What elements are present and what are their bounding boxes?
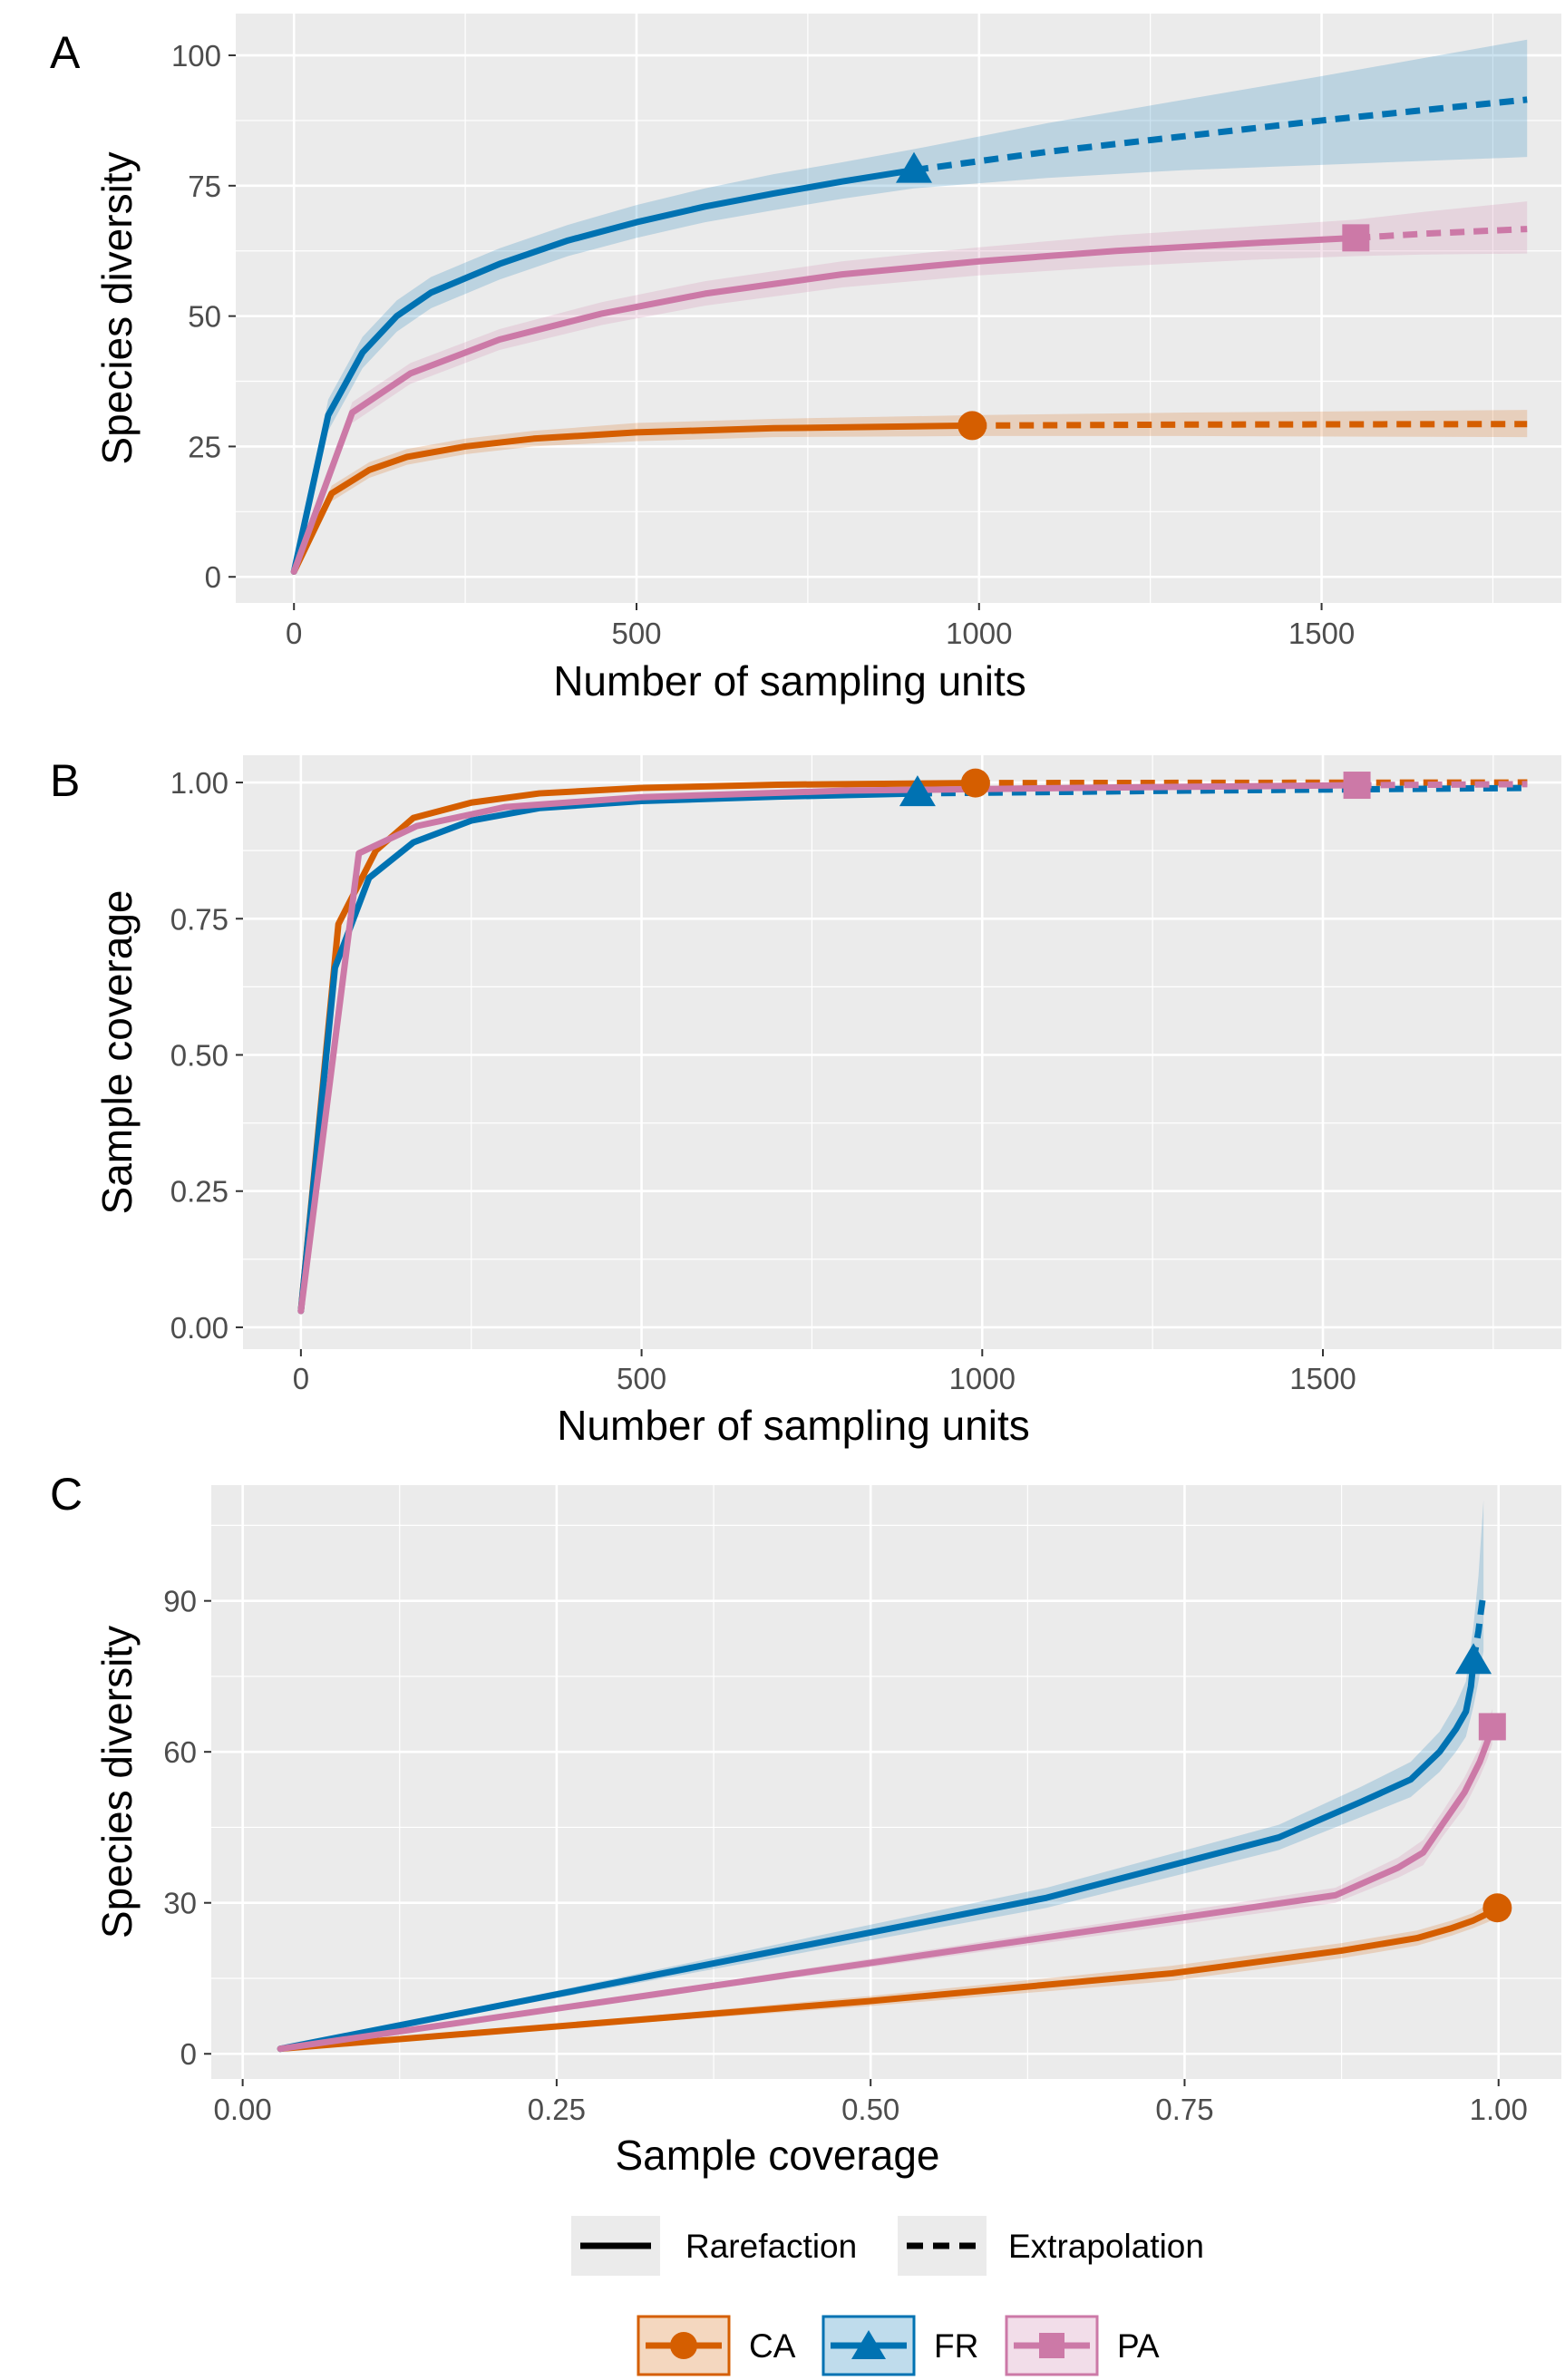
legend-item-ca: CA (637, 2315, 796, 2376)
panel-a-extrapolation-line-ca (972, 421, 1528, 429)
panel-b-rarefaction-line-pa (297, 782, 1361, 1315)
panel-c-y-tick-label: 0 (180, 2037, 197, 2071)
panel-b-observed-point-pa (1343, 772, 1371, 800)
panel-b-y-tick-label: 0.00 (170, 1311, 228, 1345)
panel-c-rarefaction-line-pa (277, 1723, 1496, 2053)
panel-a-x-tick-label: 1500 (1288, 617, 1355, 650)
panel-c-rarefaction-line-fr (277, 1657, 1477, 2053)
panel-a-y-axis-title: Species diversity (93, 151, 141, 464)
legend-label-rarefaction: Rarefaction (685, 2228, 857, 2265)
panel-c-x-tick-label: 0.00 (214, 2093, 272, 2126)
panel-a-x-tick-label: 1000 (946, 617, 1012, 650)
panel-b-y-tick-label: 0.25 (170, 1175, 228, 1209)
panel-b-x-tick-label: 1000 (949, 1362, 1016, 1395)
panel-b: 0 500 1000 1500 0.00 0.25 0.50 0.75 1.00 Number o… (93, 755, 1561, 1449)
legend-label-extrapolation: Extrapolation (1008, 2228, 1204, 2265)
panel-letter-c: C (50, 1469, 83, 1520)
panel-b-y-tick-label: 0.50 (170, 1039, 228, 1073)
panel-a-x-tick-label: 500 (611, 617, 661, 650)
panel-c-plot-background (211, 1485, 1561, 2079)
panel-a-y-tick-label: 75 (188, 170, 221, 203)
triangle-icon (851, 2330, 886, 2359)
panel-a-rarefaction-line-pa (290, 234, 1359, 575)
panel-a-extrapolation-line-fr (913, 96, 1528, 174)
panel-c-x-tick-label: 1.00 (1470, 2093, 1528, 2126)
panel-b-extrapolation-line-fr (917, 784, 1528, 797)
panel-a-observed-point-ca (957, 411, 987, 441)
panel-c-x-tick-label: 0.25 (528, 2093, 586, 2126)
panel-a-band-pa (294, 201, 1528, 572)
panel-c-y-tick-label: 60 (163, 1735, 197, 1769)
panel-b-y-tick-label: 1.00 (170, 766, 228, 800)
legend-item-pa: PA (1005, 2315, 1160, 2376)
legend-label-fr: FR (934, 2327, 978, 2365)
panel-c: 0.00 0.25 0.50 0.75 1.00 0 30 60 90 Sample covera… (93, 1485, 1561, 2179)
panel-b-y-axis-title: Sample coverage (93, 890, 141, 1215)
legend-item-fr: FR (821, 2315, 978, 2376)
panel-a-y-tick-label: 50 (188, 300, 221, 334)
panel-b-x-tick-label: 1500 (1289, 1362, 1356, 1395)
panel-a-plot-background (236, 14, 1561, 603)
legend-groups: CA FR PA (637, 2315, 1160, 2376)
legend-label-pa: PA (1117, 2327, 1160, 2365)
panel-c-y-tick-label: 30 (163, 1887, 197, 1920)
panel-c-y-tick-label: 90 (163, 1585, 197, 1618)
square-icon (1039, 2333, 1064, 2358)
panel-b-observed-point-fr (899, 775, 936, 807)
legend-linetype: Rarefaction Extrapolation (571, 2216, 1204, 2276)
circle-icon (670, 2332, 697, 2359)
panel-a-band-fr (294, 39, 1528, 572)
panel-a-y-tick-label: 0 (205, 560, 221, 594)
panel-b-y-tick-label: 0.75 (170, 902, 228, 936)
panel-b-x-axis-title: Number of sampling units (557, 1402, 1030, 1449)
panel-b-observed-point-ca (960, 768, 990, 798)
panel-a-y-tick-label: 100 (171, 39, 221, 73)
panel-c-x-axis-title: Sample coverage (616, 2132, 940, 2179)
panel-a-observed-point-fr (896, 151, 932, 183)
legend-label-ca: CA (749, 2327, 796, 2365)
panel-a-rarefaction-line-fr (290, 167, 918, 575)
panel-c-x-tick-label: 0.50 (841, 2093, 899, 2126)
panel-a-rarefaction-line-ca (290, 422, 976, 575)
panel-a-x-tick-label: 0 (286, 617, 302, 650)
panel-a-observed-point-pa (1342, 224, 1370, 252)
panel-a: 0 500 1000 1500 0 25 50 75 100 Number of sampling… (93, 14, 1561, 704)
panel-c-observed-point-pa (1478, 1713, 1506, 1741)
panel-c-observed-point-fr (1455, 1643, 1492, 1675)
panel-b-plot-background (243, 755, 1561, 1349)
panel-b-extrapolation-line-pa (1356, 781, 1528, 789)
panel-c-x-tick-label: 0.75 (1155, 2093, 1213, 2126)
panel-b-series-layer (297, 779, 1528, 1315)
panel-b-x-tick-label: 0 (293, 1362, 309, 1395)
panel-letter-a: A (50, 27, 81, 78)
panel-c-extrapolation-line-fr (1470, 1592, 1487, 1662)
panel-a-x-axis-title: Number of sampling units (553, 657, 1026, 704)
panel-b-x-tick-label: 500 (617, 1362, 666, 1395)
panel-c-y-axis-title: Species diversity (93, 1626, 141, 1938)
panel-c-observed-point-ca (1482, 1893, 1512, 1923)
panel-letter-b: B (50, 755, 80, 806)
panel-c-grid (211, 1485, 1561, 2079)
panel-a-y-tick-label: 25 (188, 430, 221, 463)
panel-a-series-layer (290, 39, 1528, 575)
